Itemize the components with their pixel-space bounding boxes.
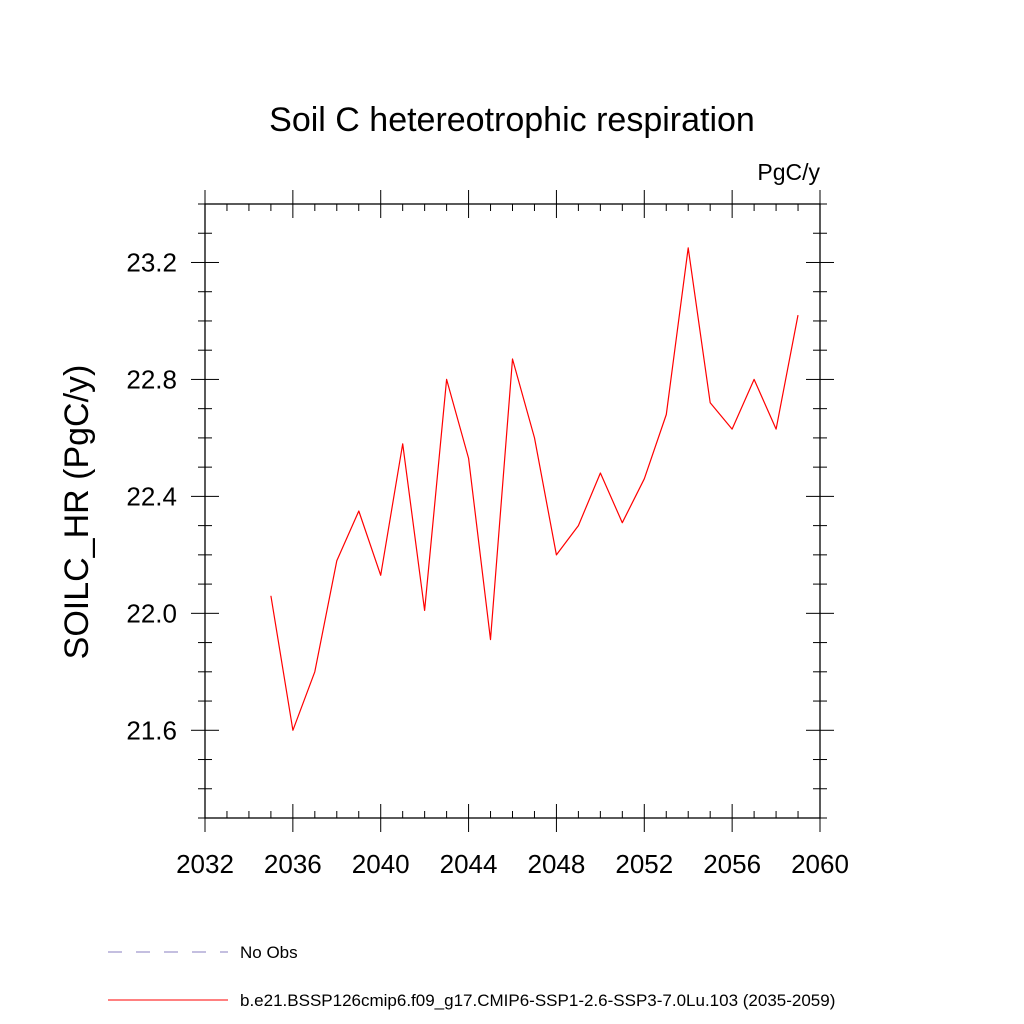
units-label: PgC/y — [757, 159, 820, 185]
x-tick-label: 2056 — [703, 849, 761, 879]
plot-frame — [204, 203, 821, 819]
x-tick-label: 2036 — [264, 849, 322, 879]
y-tick-label: 22.0 — [126, 598, 177, 628]
y-tick-label: 21.6 — [126, 715, 177, 745]
y-axis-label: SOILC_HR (PgC/y) — [58, 365, 96, 660]
x-tick-label: 2044 — [440, 849, 498, 879]
y-tick-label: 22.8 — [126, 364, 177, 394]
series-layer — [270, 247, 799, 731]
legend-label: No Obs — [240, 943, 298, 962]
x-tick-label: 2032 — [176, 849, 234, 879]
x-axis: 2032 2036 2040 2044 2048 2052 2056 2060 — [176, 190, 849, 879]
legend: No Obs b.e21.BSSP126cmip6.f09_g17.CMIP6-S… — [108, 943, 835, 1010]
x-tick-label: 2060 — [791, 849, 849, 879]
legend-label: b.e21.BSSP126cmip6.f09_g17.CMIP6-SSP1-2.… — [240, 991, 835, 1010]
series-line — [270, 247, 799, 731]
y-axis: 21.6 22.0 22.4 22.8 23.2 — [126, 203, 834, 819]
x-tick-label: 2040 — [352, 849, 410, 879]
y-tick-label: 22.4 — [126, 481, 177, 511]
y-tick-label: 23.2 — [126, 247, 177, 277]
chart-title: Soil C hetereotrophic respiration — [269, 101, 755, 139]
x-tick-label: 2052 — [615, 849, 673, 879]
x-tick-label: 2048 — [528, 849, 586, 879]
